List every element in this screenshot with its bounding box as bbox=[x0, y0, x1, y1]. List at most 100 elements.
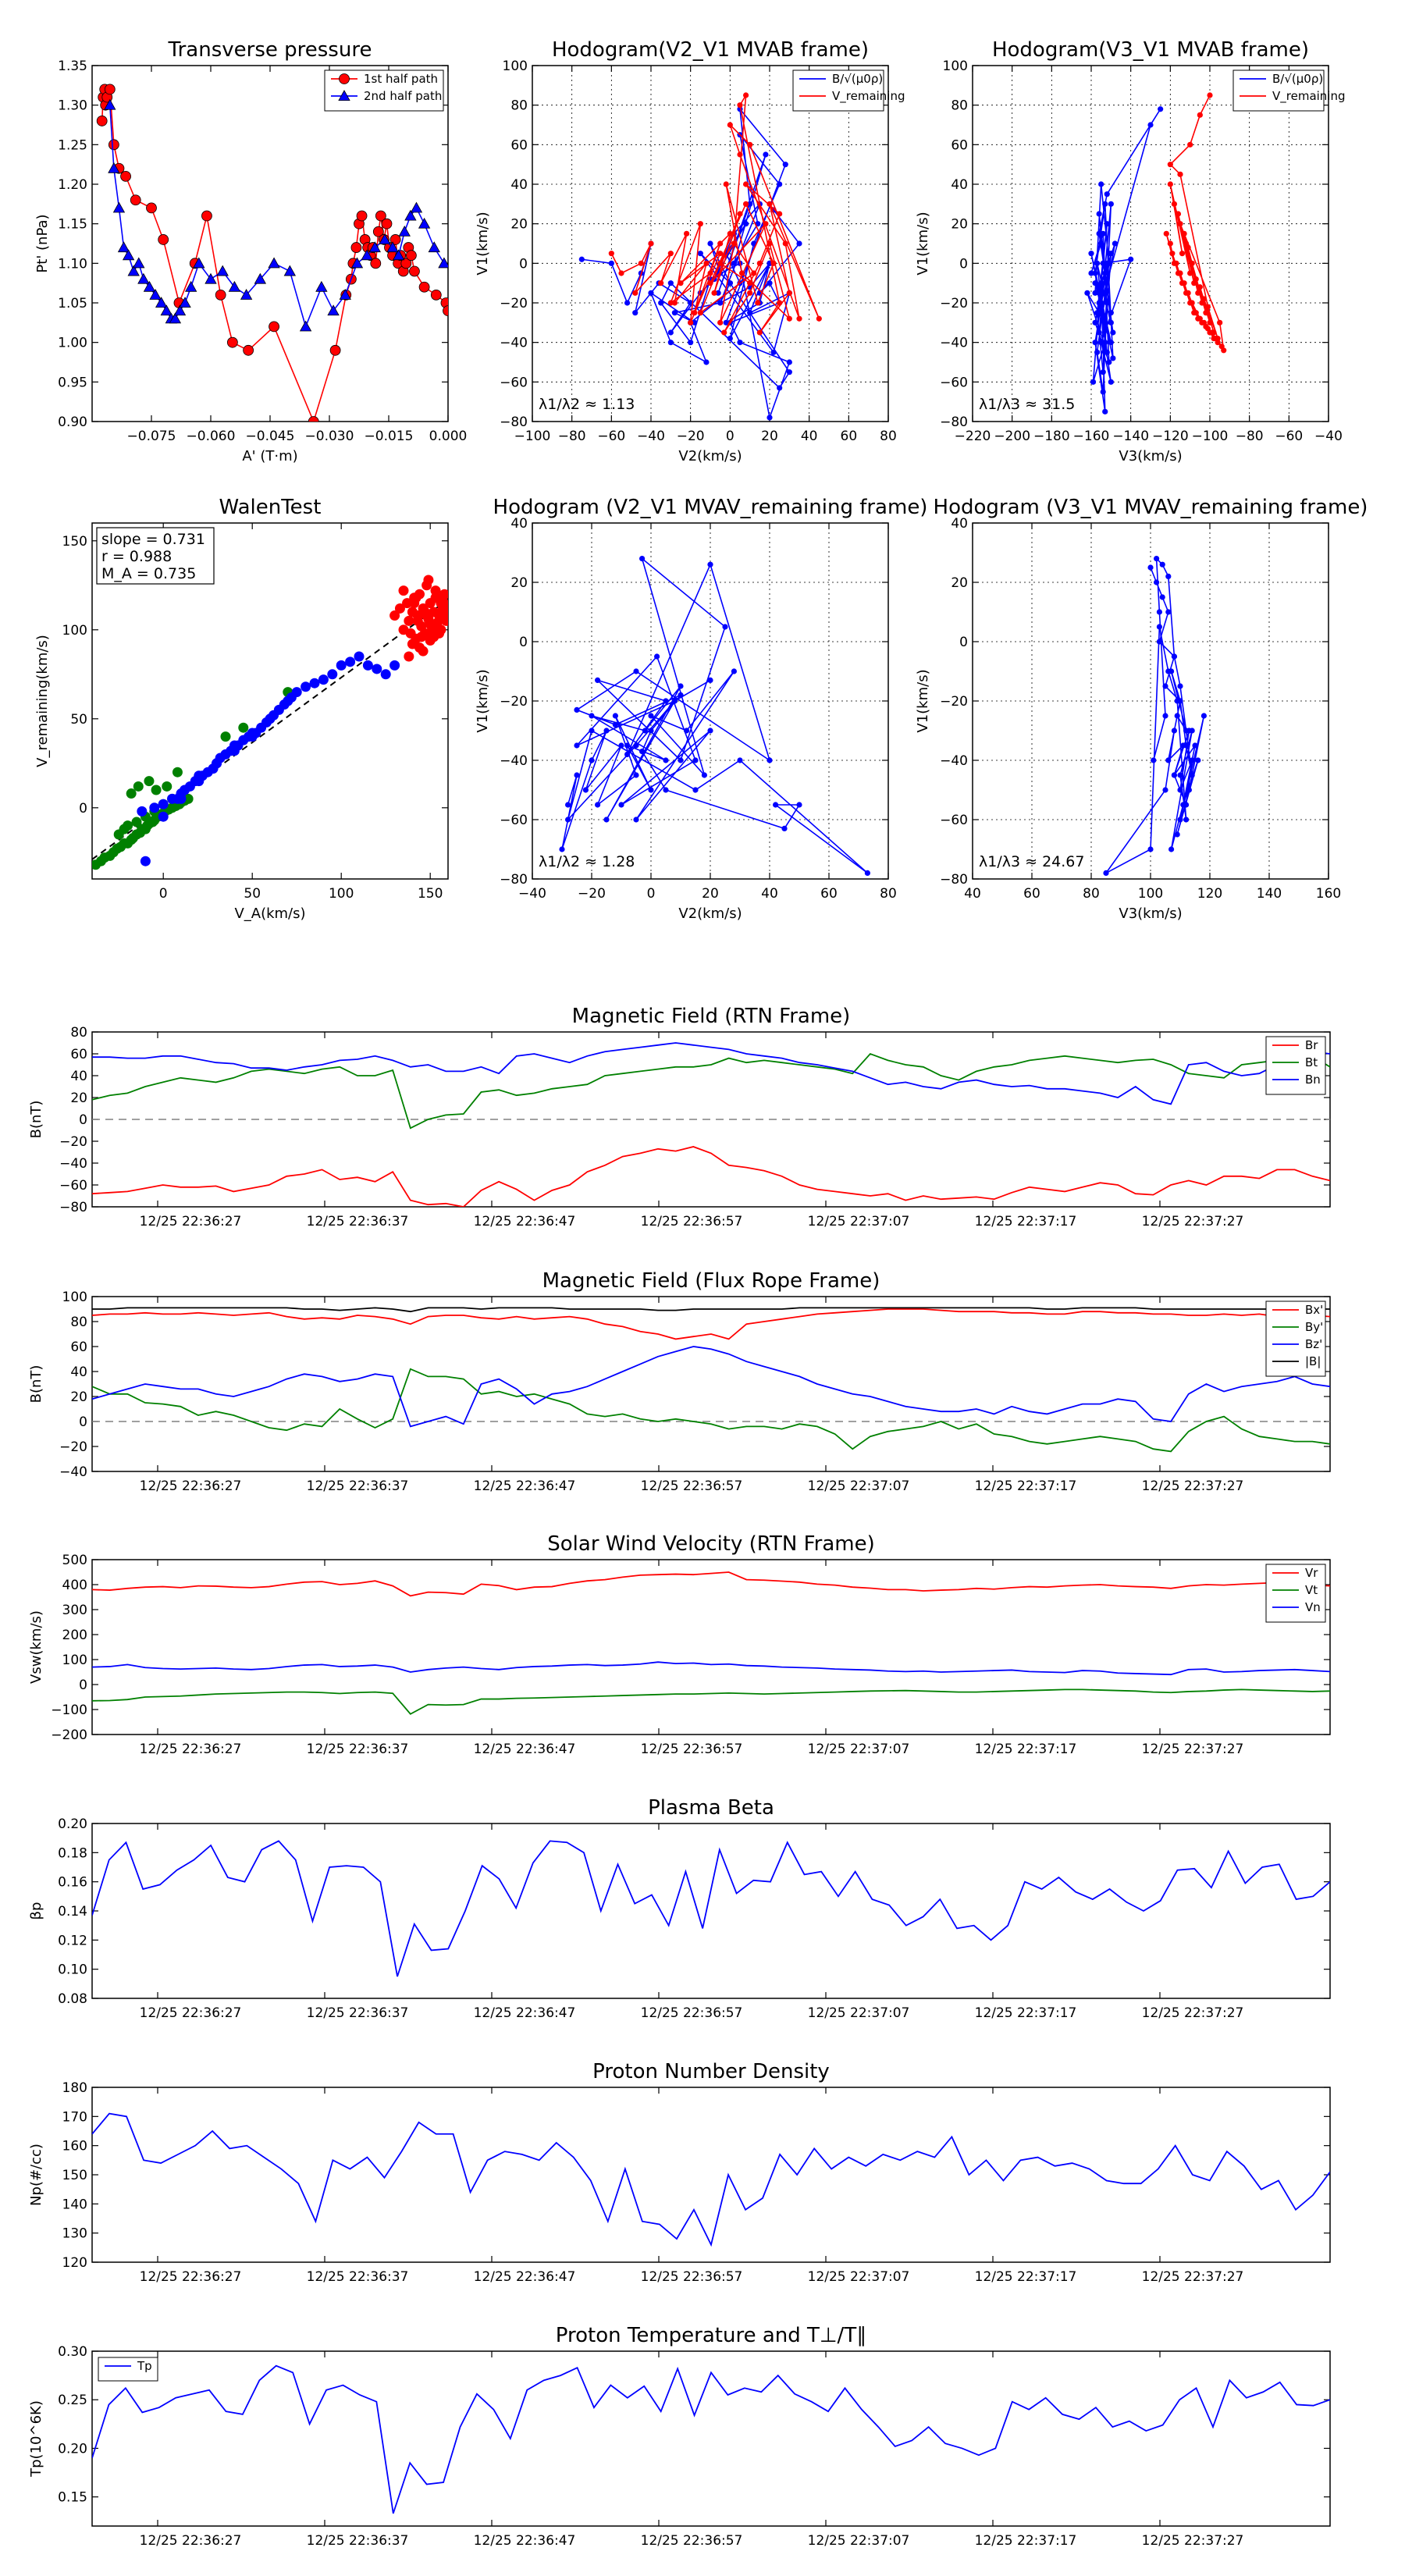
x-tick-label: 20 bbox=[702, 886, 719, 902]
data-point bbox=[133, 781, 144, 792]
x-tick-label: 12/25 22:36:27 bbox=[140, 1742, 242, 1757]
y-tick-label: 100 bbox=[62, 1653, 87, 1668]
y-tick-label: 40 bbox=[70, 1364, 87, 1380]
y-tick-label: 150 bbox=[62, 534, 87, 550]
chart-title: Hodogram(V3_V1 MVAB frame) bbox=[992, 38, 1309, 62]
y-tick-label: 160 bbox=[62, 2139, 87, 2154]
data-point bbox=[1167, 181, 1173, 187]
data-point bbox=[1162, 787, 1168, 793]
data-point bbox=[678, 280, 684, 286]
data-point bbox=[356, 210, 368, 222]
data-point bbox=[1100, 260, 1106, 266]
data-point bbox=[1175, 211, 1182, 217]
data-point bbox=[786, 315, 792, 322]
data-point bbox=[786, 359, 792, 365]
data-point bbox=[1177, 221, 1183, 227]
data-point bbox=[194, 770, 205, 781]
data-point bbox=[254, 272, 267, 284]
series-line-Vt bbox=[92, 1688, 1330, 1715]
data-point bbox=[119, 824, 130, 834]
data-point bbox=[747, 141, 753, 148]
y-axis-label: Tp(10^6K) bbox=[28, 2400, 44, 2478]
data-point bbox=[418, 281, 430, 293]
data-point bbox=[1110, 355, 1116, 361]
x-tick-label: −40 bbox=[1314, 429, 1343, 444]
y-tick-label: −20 bbox=[940, 296, 968, 311]
data-point bbox=[722, 624, 728, 630]
data-point bbox=[595, 802, 601, 808]
data-point bbox=[1189, 728, 1195, 734]
data-point bbox=[723, 319, 729, 326]
y-tick-label: 200 bbox=[62, 1628, 87, 1643]
data-point bbox=[1090, 379, 1097, 385]
y-tick-label: 120 bbox=[62, 2255, 87, 2271]
data-point bbox=[315, 280, 328, 292]
data-point bbox=[1171, 728, 1177, 734]
data-point bbox=[404, 651, 414, 662]
x-tick-label: 12/25 22:37:27 bbox=[1142, 2269, 1244, 2285]
data-point bbox=[578, 256, 585, 262]
x-tick-label: −40 bbox=[637, 429, 665, 444]
data-point bbox=[1096, 290, 1102, 296]
data-point bbox=[678, 683, 684, 689]
plot-area bbox=[92, 1042, 1330, 1207]
y-axis-label: V1(km/s) bbox=[915, 669, 931, 732]
y-tick-label: 0.16 bbox=[58, 1875, 87, 1891]
data-point bbox=[409, 265, 420, 277]
x-tick-label: 12/25 22:36:37 bbox=[307, 1742, 409, 1757]
data-point bbox=[1197, 112, 1203, 118]
data-point bbox=[1189, 757, 1195, 763]
panel-ts4: Plasma Beta 0.08 0.10 0.12 0.14 0.16 0.18 0.20 1… bbox=[28, 1796, 1331, 2021]
y-tick-label: −80 bbox=[59, 1200, 87, 1215]
data-point bbox=[608, 251, 614, 257]
data-point bbox=[1088, 270, 1094, 276]
y-tick-label: 20 bbox=[70, 1389, 87, 1405]
data-point bbox=[179, 297, 191, 308]
data-point bbox=[781, 825, 788, 831]
y-tick-label: 1.35 bbox=[58, 59, 87, 74]
data-point bbox=[133, 257, 145, 269]
data-point bbox=[1096, 211, 1102, 217]
data-point bbox=[1098, 240, 1104, 247]
data-point bbox=[763, 221, 769, 227]
data-point bbox=[120, 170, 131, 182]
x-tick-label: 0 bbox=[647, 886, 656, 902]
panel-wt: WalenTest 0 50 100 150 0 50 100 150 slope = 0.731… bbox=[34, 496, 449, 922]
x-tick-label: −100 bbox=[1192, 429, 1229, 444]
x-tick-label: 12/25 22:36:27 bbox=[140, 2533, 242, 2549]
y-tick-label: 100 bbox=[943, 59, 968, 74]
data-point bbox=[1094, 260, 1101, 266]
data-point bbox=[633, 772, 639, 778]
data-point bbox=[268, 257, 280, 269]
y-tick-label: 500 bbox=[62, 1553, 87, 1568]
data-point bbox=[1221, 347, 1227, 354]
data-point bbox=[717, 319, 724, 326]
data-point bbox=[1159, 594, 1165, 600]
data-point bbox=[1200, 713, 1207, 719]
data-point bbox=[418, 646, 429, 656]
data-point bbox=[151, 785, 162, 795]
stats-box bbox=[96, 527, 215, 585]
y-tick-label: 0.30 bbox=[58, 2344, 87, 2360]
data-point bbox=[1102, 319, 1108, 326]
data-point bbox=[398, 225, 411, 237]
data-point bbox=[582, 787, 589, 793]
data-point bbox=[639, 556, 646, 562]
data-point bbox=[1193, 310, 1199, 316]
x-tick-label: 12/25 22:37:27 bbox=[1142, 2533, 1244, 2549]
series-line-0 bbox=[1087, 109, 1161, 412]
x-tick-label: 12/25 22:36:27 bbox=[140, 2269, 242, 2285]
data-point bbox=[755, 300, 761, 306]
x-tick-label: 12/25 22:36:57 bbox=[641, 1742, 743, 1757]
data-point bbox=[618, 802, 624, 808]
data-point bbox=[96, 116, 108, 126]
data-point bbox=[372, 664, 382, 674]
y-tick-label: −200 bbox=[51, 1727, 87, 1743]
data-point bbox=[229, 745, 240, 756]
data-point bbox=[1165, 609, 1172, 615]
y-axis-label: Pt' (nPa) bbox=[34, 214, 51, 272]
data-point bbox=[737, 340, 743, 346]
data-point bbox=[412, 615, 423, 626]
y-tick-label: −40 bbox=[500, 336, 528, 351]
